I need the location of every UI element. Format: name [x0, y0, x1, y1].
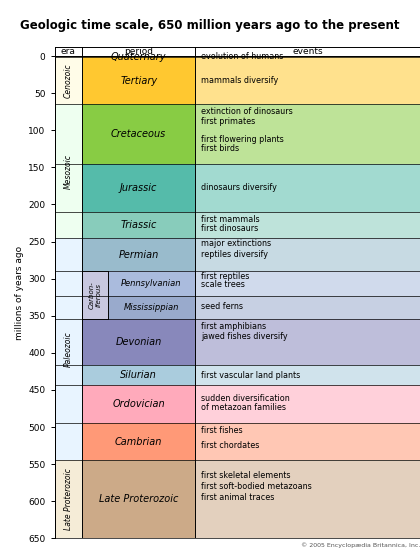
- Text: first reptiles: first reptiles: [201, 272, 249, 281]
- Text: era: era: [61, 47, 76, 56]
- Bar: [195, 296, 420, 319]
- Text: first primates: first primates: [201, 117, 255, 126]
- Bar: [55, 104, 82, 238]
- Text: major extinctions: major extinctions: [201, 239, 271, 248]
- Text: reptiles diversify: reptiles diversify: [201, 250, 268, 259]
- Text: seed ferns: seed ferns: [201, 301, 243, 311]
- Text: evolution of humans: evolution of humans: [201, 52, 283, 61]
- Text: Mesozoic: Mesozoic: [64, 154, 73, 189]
- Text: period: period: [124, 47, 153, 56]
- Text: sudden diversification: sudden diversification: [201, 395, 289, 403]
- Text: Mississippian: Mississippian: [124, 302, 179, 312]
- Text: extinction of dinosaurs: extinction of dinosaurs: [201, 107, 292, 116]
- Bar: [195, 56, 420, 57]
- Bar: [195, 104, 420, 164]
- Bar: [82, 164, 195, 212]
- Bar: [55, 56, 82, 104]
- Text: scale trees: scale trees: [201, 280, 244, 289]
- Bar: [195, 319, 420, 366]
- Bar: [82, 461, 195, 538]
- Text: © 2005 Encyclopædia Britannica, Inc.: © 2005 Encyclopædia Britannica, Inc.: [301, 542, 420, 548]
- Text: Ordovician: Ordovician: [112, 399, 165, 409]
- Bar: [195, 385, 420, 423]
- Text: first soft-bodied metazoans: first soft-bodied metazoans: [201, 482, 312, 491]
- Text: dinosaurs diversify: dinosaurs diversify: [201, 183, 277, 192]
- Bar: [82, 366, 195, 385]
- Text: Permian: Permian: [118, 250, 159, 260]
- Bar: [195, 164, 420, 212]
- Text: Cenozoic: Cenozoic: [64, 63, 73, 98]
- Text: first birds: first birds: [201, 144, 239, 153]
- Bar: [55, 47, 420, 56]
- Text: Late Proterozoic: Late Proterozoic: [64, 468, 73, 531]
- Text: Pennsylvanian: Pennsylvanian: [121, 279, 182, 288]
- Bar: [195, 57, 420, 104]
- Bar: [195, 423, 420, 461]
- Y-axis label: millions of years ago: millions of years ago: [15, 246, 24, 340]
- Text: first skeletal elements: first skeletal elements: [201, 471, 290, 480]
- Bar: [82, 271, 108, 319]
- Bar: [82, 104, 195, 164]
- Bar: [82, 56, 195, 57]
- Text: first flowering plants: first flowering plants: [201, 135, 284, 144]
- Text: of metazoan families: of metazoan families: [201, 403, 286, 412]
- Bar: [195, 366, 420, 385]
- Text: Triassic: Triassic: [121, 220, 157, 230]
- Bar: [82, 212, 195, 238]
- Text: Paleozoic: Paleozoic: [64, 331, 73, 367]
- Text: first dinosaurs: first dinosaurs: [201, 224, 258, 233]
- Text: Cambrian: Cambrian: [115, 437, 162, 447]
- Text: mammals diversify: mammals diversify: [201, 76, 278, 85]
- Text: Devonian: Devonian: [116, 337, 162, 347]
- Text: Cretaceous: Cretaceous: [111, 129, 166, 139]
- Text: first vascular land plants: first vascular land plants: [201, 371, 300, 380]
- Text: first chordates: first chordates: [201, 441, 259, 450]
- Text: first animal traces: first animal traces: [201, 493, 274, 502]
- Bar: [195, 271, 420, 296]
- Text: Late Proterozoic: Late Proterozoic: [99, 495, 178, 504]
- Text: jawed fishes diversify: jawed fishes diversify: [201, 332, 287, 341]
- Text: Quaternary: Quaternary: [111, 52, 166, 62]
- Bar: [82, 238, 195, 271]
- Bar: [108, 296, 195, 319]
- Bar: [82, 57, 195, 104]
- Text: Geologic time scale, 650 million years ago to the present: Geologic time scale, 650 million years a…: [20, 19, 400, 32]
- Bar: [195, 461, 420, 538]
- Bar: [108, 271, 195, 296]
- Text: first mammals: first mammals: [201, 215, 260, 224]
- Bar: [195, 212, 420, 238]
- Text: Silurian: Silurian: [120, 370, 157, 380]
- Bar: [82, 423, 195, 461]
- Text: Tertiary: Tertiary: [120, 76, 157, 86]
- Bar: [55, 238, 82, 461]
- Bar: [55, 461, 82, 538]
- Text: first amphibians: first amphibians: [201, 322, 266, 331]
- Text: Jurassic: Jurassic: [120, 183, 158, 193]
- Bar: [195, 238, 420, 271]
- Bar: [82, 385, 195, 423]
- Text: Carbon-
iferous: Carbon- iferous: [88, 281, 101, 309]
- Text: events: events: [292, 47, 323, 56]
- Bar: [82, 319, 195, 366]
- Text: first fishes: first fishes: [201, 426, 242, 435]
